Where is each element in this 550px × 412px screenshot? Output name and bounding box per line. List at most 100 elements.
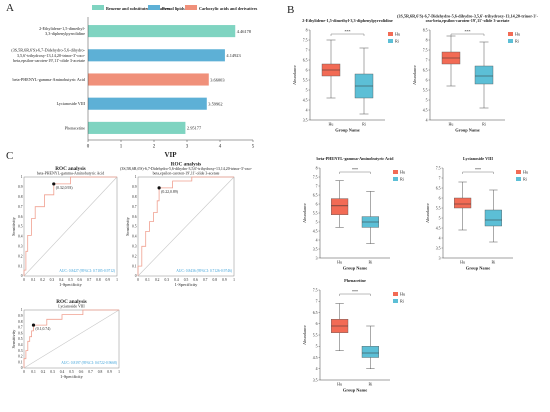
box5-legend-label-1: Ri	[400, 299, 405, 304]
box3-y-tick-label-0: 3	[316, 256, 318, 260]
box3-legend-swatch-0	[393, 170, 398, 174]
box1-legend-label-1: Ri	[395, 39, 400, 44]
box1-legend-swatch-1	[388, 39, 393, 43]
legend-label-1: Prenol lipids	[162, 6, 185, 11]
box2-y-axis-label: Abundance	[412, 65, 417, 85]
roc1-y-tick-0: 0	[21, 274, 23, 278]
roc2-y-tick-5: 0.5	[132, 225, 137, 229]
vip-x-tick-label-2: 2	[153, 145, 156, 150]
box5-y-axis-label: Abundance	[302, 325, 307, 345]
roc2-curve	[137, 176, 234, 276]
box4-y-tick-label-9: 7.5	[436, 166, 441, 170]
box1-y-tick-label-0: 3.5	[303, 118, 308, 122]
box5-y-tick-label-1: 4	[316, 367, 318, 371]
roc1-y-tick-7: 0.7	[18, 205, 23, 209]
roc2-frame	[137, 176, 235, 277]
box5-y-tick-label-6: 6.5	[313, 311, 318, 315]
vip-value-label-2: 3.66003	[210, 77, 225, 82]
roc3-x-tick-1: 0.1	[31, 370, 36, 374]
panel-label-c: C	[6, 150, 14, 162]
box3-x-tick-label-1: Ri	[369, 260, 374, 265]
roc1-x-tick-10: 1	[116, 278, 118, 282]
roc1-x-tick-3: 0.3	[50, 278, 55, 282]
box4-legend-label-0: Hu	[523, 170, 529, 175]
roc1-y-tick-8: 0.8	[18, 195, 23, 199]
roc3-x-tick-6: 0.6	[79, 370, 84, 374]
box1-x-tick-label-0: Hu	[329, 122, 334, 127]
vip-x-tick-label-4: 4	[219, 145, 222, 150]
box2-legend-label-0: Hu	[515, 32, 521, 37]
box4-box-1	[484, 209, 502, 227]
roc1-x-tick-2: 0.2	[40, 278, 45, 282]
vip-category-label-0-0: 2-Ethylidene-1,5-dimethyl-	[39, 26, 86, 32]
box4-x-axis-label: Group Name	[466, 266, 490, 271]
roc3-cutoff-label: (0.1,0.74)	[36, 327, 52, 332]
roc1-y-tick-3: 0.3	[18, 245, 23, 249]
roc2-x-tick-4: 0.4	[174, 278, 179, 282]
roc1-x-tick-1: 0.1	[31, 278, 36, 282]
roc3-frame	[23, 309, 120, 369]
roc1-x-tick-8: 0.8	[96, 278, 101, 282]
roc2-x-tick-2: 0.2	[155, 278, 160, 282]
box5-y-tick-label-0: 3.5	[313, 378, 318, 382]
roc3-x-axis-label: 1-Specificity	[60, 374, 83, 379]
vip-bar-1	[88, 49, 225, 62]
box3-x-tick-label-0: Hu	[337, 260, 342, 265]
roc1-cutoff-label: (0.32,0.93)	[56, 186, 74, 191]
box3-x-axis-label: Group Name	[343, 266, 367, 271]
box3-y-tick-label-2: 4	[316, 238, 318, 242]
roc2-x-tick-7: 0.7	[203, 278, 208, 282]
roc2-x-tick-0: 0	[137, 278, 139, 282]
box2-y-tick-label-2: 5	[426, 98, 428, 102]
box2-y-tick-label-6: 7	[426, 58, 428, 62]
roc3-y-tick-5: 0.5	[18, 337, 23, 341]
vip-value-label-4: 2.95177	[187, 126, 202, 131]
roc3-diagonal	[23, 309, 120, 369]
box5-y-tick-label-7: 7	[316, 300, 318, 304]
roc3-x-tick-5: 0.5	[69, 370, 74, 374]
box1-x-axis-label: Group Name	[335, 128, 359, 133]
box5-sig-bracket	[339, 293, 371, 296]
vip-category-label-1-1: 3,5,6'-trihydroxy-13,14,20-trinor-3'-oxo…	[17, 53, 86, 59]
roc3-curve	[23, 309, 119, 368]
roc1-y-tick-5: 0.5	[18, 225, 23, 229]
roc1-title: ROC analysis	[55, 166, 85, 172]
box4-legend-swatch-0	[516, 170, 521, 174]
box2-title-0: (3S,5R,6R,6'S)-6,7-Didehydro-5,6-dihydro…	[397, 13, 539, 18]
box2-sig-bracket	[450, 33, 485, 36]
roc1-x-axis-label: 1-Specificity	[59, 282, 82, 287]
roc1-y-tick-1: 0.1	[18, 264, 23, 268]
roc1-curve	[23, 176, 117, 276]
box5-y-tick-label-8: 7.5	[313, 288, 318, 292]
box3-y-axis-label: Abundance	[302, 203, 307, 223]
box1-legend-label-0: Hu	[395, 32, 401, 37]
box1-y-axis-label: Abundance	[292, 65, 297, 85]
box3-title-0: beta-PHENYL-gamma-Aminobutyric Acid	[317, 156, 395, 161]
legend-label-0: Benzene and substituted derivatives	[106, 6, 170, 11]
box3-y-tick-label-3: 4.5	[313, 229, 318, 233]
vip-category-label-4-0: Phenacetine	[65, 125, 85, 130]
legend-swatch-1	[148, 5, 160, 10]
box5-legend-swatch-0	[393, 292, 398, 296]
box3-legend-swatch-1	[393, 177, 398, 181]
box1-y-tick-label-8: 7.5	[303, 38, 308, 42]
box1-y-tick-label-2: 4.5	[303, 98, 308, 102]
vip-value-label-3: 3.59962	[208, 102, 222, 107]
box5-y-tick-label-4: 5.5	[313, 333, 318, 337]
box1-title-0: 2-Ethylidene-1,5-dimethyl-3,3-diphenylpy…	[302, 18, 393, 23]
roc3-cutoff-point	[31, 323, 36, 327]
roc2-x-axis-label: 1-Specificity	[175, 282, 198, 287]
box3-y-tick-label-4: 5	[316, 220, 318, 224]
vip-x-tick-label-3: 3	[186, 145, 189, 150]
roc2-y-tick-2: 0.2	[132, 254, 137, 258]
box3-y-tick-label-8: 7	[316, 184, 318, 188]
legend-swatch-0	[92, 5, 104, 10]
roc1-x-tick-9: 0.9	[105, 278, 110, 282]
box2-box-1	[474, 65, 494, 85]
roc3-x-tick-0: 0	[23, 370, 25, 374]
box5-x-tick-label-0: Hu	[337, 382, 342, 387]
roc3-auc-label: AUC: 0.8197 (95%CI: 0.6722-0.9668)	[61, 361, 118, 365]
box3-legend-label-1: Ri	[400, 177, 405, 182]
box4-y-tick-label-8: 7	[439, 176, 441, 180]
roc2-y-tick-3: 0.3	[132, 245, 137, 249]
